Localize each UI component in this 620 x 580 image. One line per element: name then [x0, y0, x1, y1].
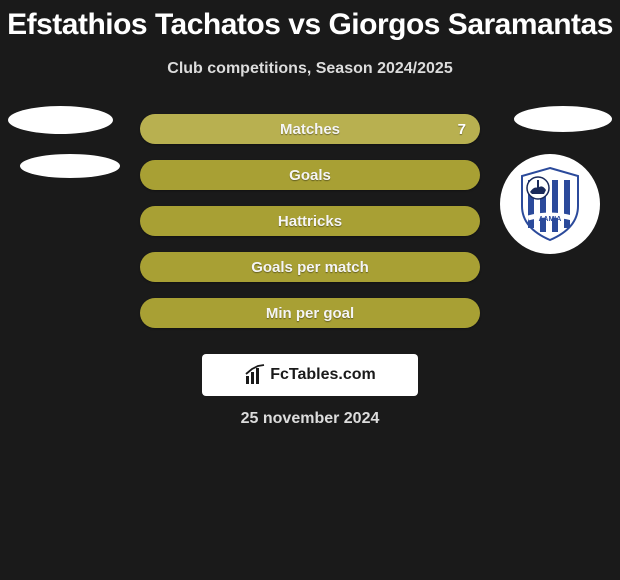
brand-text: FcTables.com	[270, 366, 376, 384]
stat-label: Min per goal	[266, 305, 354, 322]
stat-row-hattricks: Hattricks	[0, 198, 620, 244]
page-title: Efstathios Tachatos vs Giorgos Saramanta…	[0, 0, 620, 42]
stat-row-mpg: Min per goal	[0, 290, 620, 336]
stat-bar-goals: Goals	[140, 160, 480, 190]
stat-label: Matches	[280, 121, 340, 138]
brand-box: FcTables.com	[202, 354, 418, 396]
subtitle: Club competitions, Season 2024/2025	[0, 60, 620, 78]
stat-bar-matches: Matches 7	[140, 114, 480, 144]
stat-bar-gpm: Goals per match	[140, 252, 480, 282]
stat-value: 7	[458, 121, 466, 138]
stat-row-gpm: Goals per match	[0, 244, 620, 290]
brand-chart-icon	[244, 364, 266, 386]
stat-label: Goals per match	[251, 259, 369, 276]
stat-row-matches: Matches 7	[0, 106, 620, 152]
stat-label: Hattricks	[278, 213, 342, 230]
comparison-chart: ΛΑΜΙΑ Matches 7 Goals Hattricks Goals pe…	[0, 106, 620, 336]
stat-row-goals: Goals	[0, 152, 620, 198]
stat-bar-mpg: Min per goal	[140, 298, 480, 328]
date-label: 25 november 2024	[0, 410, 620, 428]
stat-label: Goals	[289, 167, 331, 184]
stat-bar-hattricks: Hattricks	[140, 206, 480, 236]
